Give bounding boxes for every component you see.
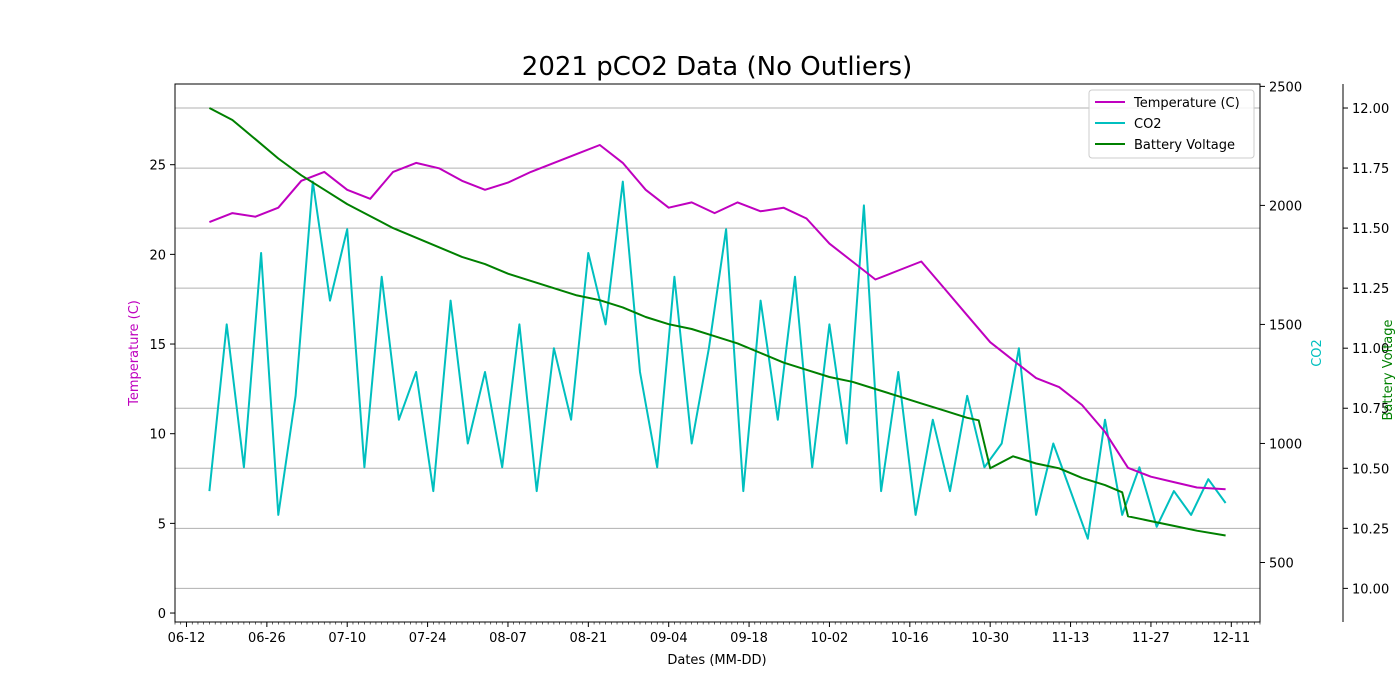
left-tick-label: 25 bbox=[149, 159, 166, 174]
series-layer bbox=[208, 107, 1227, 540]
right2-axis-label: Battery Voltage bbox=[1381, 319, 1396, 420]
right2-tick-label: 10.75 bbox=[1352, 402, 1389, 417]
right-tick-label: 2000 bbox=[1269, 199, 1302, 214]
right-tick-label: 500 bbox=[1269, 556, 1294, 571]
chart-title: 2021 pCO2 Data (No Outliers) bbox=[522, 52, 912, 82]
series-temperature-line bbox=[209, 144, 1226, 491]
right-axis-label: CO2 bbox=[1310, 339, 1325, 367]
right2-tick-label: 11.75 bbox=[1352, 162, 1389, 177]
left-tick-label: 15 bbox=[149, 338, 166, 353]
left-tick-label: 5 bbox=[158, 517, 166, 532]
right2-tick-label: 10.25 bbox=[1352, 522, 1389, 537]
plot-frame bbox=[174, 83, 1261, 623]
left-tick-label: 10 bbox=[149, 428, 166, 443]
x-tick-label: 10-02 bbox=[811, 631, 849, 646]
left-axis-label: Temperature (C) bbox=[127, 300, 142, 407]
right2-tick-label: 12.00 bbox=[1352, 102, 1389, 117]
legend-label-battery: Battery Voltage bbox=[1134, 138, 1235, 153]
legend: Temperature (C) CO2 Battery Voltage bbox=[1088, 89, 1255, 159]
right2-tick-label: 11.50 bbox=[1352, 222, 1389, 237]
legend-label-temperature: Temperature (C) bbox=[1133, 96, 1240, 111]
x-tick-label: 10-16 bbox=[891, 631, 929, 646]
x-tick-label: 06-12 bbox=[168, 631, 206, 646]
legend-label-co2: CO2 bbox=[1134, 117, 1162, 132]
x-tick-label: 08-21 bbox=[569, 631, 607, 646]
right-axis: 500 1000 1500 2000 2500 bbox=[1260, 80, 1302, 571]
right2-axis: 10.00 10.25 10.50 10.75 11.00 11.25 11.50 11.75… bbox=[1342, 84, 1389, 622]
x-tick-label: 11-27 bbox=[1132, 631, 1170, 646]
right2-tick-label: 10.00 bbox=[1352, 582, 1389, 597]
right2-tick-label: 11.25 bbox=[1352, 282, 1389, 297]
x-axis-label: Dates (MM-DD) bbox=[667, 653, 766, 668]
left-tick-label: 0 bbox=[158, 607, 166, 622]
right-tick-label: 2500 bbox=[1269, 80, 1302, 95]
x-tick-label: 07-10 bbox=[328, 631, 366, 646]
x-tick-label: 07-24 bbox=[409, 631, 447, 646]
x-tick-label: 06-26 bbox=[248, 631, 286, 646]
right-tick-label: 1500 bbox=[1269, 318, 1302, 333]
right-tick-label: 1000 bbox=[1269, 437, 1302, 452]
series-battery-line bbox=[208, 107, 1226, 537]
x-axis: 06-12 06-26 07-10 07-24 08-07 08-21 09-04 09-18… bbox=[168, 622, 1261, 646]
legend-box bbox=[1088, 89, 1255, 159]
x-tick-label: 12-11 bbox=[1212, 631, 1250, 646]
x-tick-label: 09-18 bbox=[730, 631, 768, 646]
x-tick-label: 11-13 bbox=[1052, 631, 1090, 646]
right2-tick-label: 11.00 bbox=[1352, 342, 1389, 357]
x-tick-label: 09-04 bbox=[650, 631, 688, 646]
right2-tick-label: 10.50 bbox=[1352, 462, 1389, 477]
grid bbox=[175, 107, 1260, 589]
x-tick-label: 08-07 bbox=[489, 631, 527, 646]
left-tick-label: 20 bbox=[149, 248, 166, 263]
x-tick-label: 10-30 bbox=[971, 631, 1009, 646]
series-co2-line bbox=[208, 180, 1227, 540]
left-axis: 0 5 10 15 20 25 bbox=[149, 159, 175, 622]
